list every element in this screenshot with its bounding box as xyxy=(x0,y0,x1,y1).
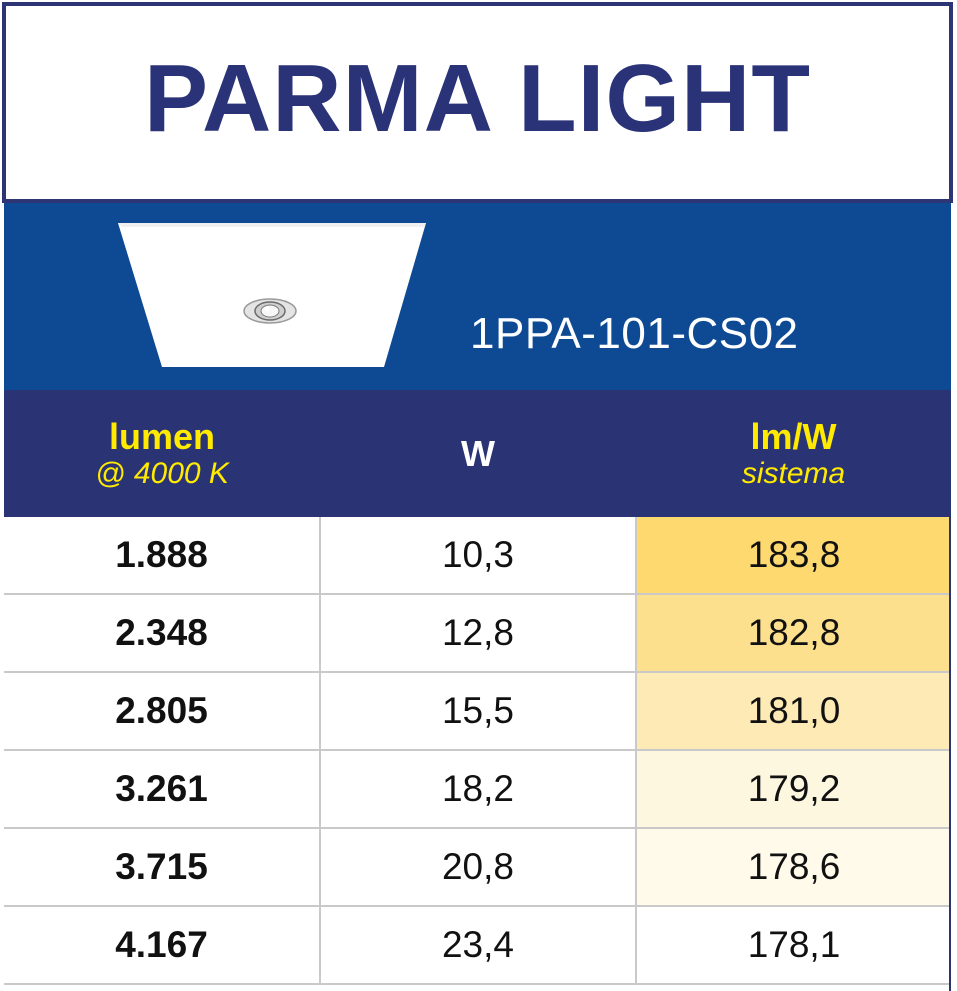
header-efficacy-sub: sistema xyxy=(741,456,846,490)
lumen-cell: 2.805 xyxy=(4,671,321,751)
table-row: 2.348 12,8 182,8 xyxy=(4,593,951,673)
product-title: PARMA LIGHT xyxy=(144,44,811,152)
table-right-border xyxy=(949,517,951,991)
efficacy-cell: 181,0 xyxy=(635,671,951,751)
header-efficacy: lm/W sistema xyxy=(636,390,951,517)
product-band: 1PPA-101-CS02 xyxy=(4,203,951,390)
header-lumen-sub: @ 4000 K xyxy=(95,456,229,490)
header-lumen-label: lumen xyxy=(108,415,215,457)
watt-cell: 12,8 xyxy=(319,593,637,673)
table-header: lumen @ 4000 K W lm/W sistema xyxy=(4,390,951,517)
watt-cell: 15,5 xyxy=(319,671,637,751)
lumen-cell: 3.715 xyxy=(4,827,321,907)
lumen-cell: 4.167 xyxy=(4,905,321,985)
watt-cell: 20,8 xyxy=(319,827,637,907)
header-efficacy-label: lm/W xyxy=(750,415,837,457)
header-lumen: lumen @ 4000 K xyxy=(4,390,320,517)
table-row: 3.715 20,8 178,6 xyxy=(4,827,951,907)
watt-cell: 10,3 xyxy=(319,517,637,595)
table-row: 1.888 10,3 183,8 xyxy=(4,517,951,595)
lumen-cell: 1.888 xyxy=(4,517,321,595)
efficacy-cell: 178,1 xyxy=(635,905,951,985)
efficacy-cell: 179,2 xyxy=(635,749,951,829)
data-table: 1.888 10,3 183,8 2.348 12,8 182,8 2.805 … xyxy=(4,517,951,985)
header-watt: W xyxy=(320,390,636,517)
recessed-panel-light-icon xyxy=(118,223,426,367)
efficacy-cell: 183,8 xyxy=(635,517,951,595)
table-row: 4.167 23,4 178,1 xyxy=(4,905,951,985)
efficacy-cell: 178,6 xyxy=(635,827,951,907)
watt-cell: 18,2 xyxy=(319,749,637,829)
product-code: 1PPA-101-CS02 xyxy=(470,309,799,358)
table-row: 3.261 18,2 179,2 xyxy=(4,749,951,829)
lumen-cell: 2.348 xyxy=(4,593,321,673)
lumen-cell: 3.261 xyxy=(4,749,321,829)
watt-cell: 23,4 xyxy=(319,905,637,985)
table-row: 2.805 15,5 181,0 xyxy=(4,671,951,751)
title-box: PARMA LIGHT xyxy=(2,2,953,203)
header-watt-label: W xyxy=(461,432,495,474)
efficacy-cell: 182,8 xyxy=(635,593,951,673)
